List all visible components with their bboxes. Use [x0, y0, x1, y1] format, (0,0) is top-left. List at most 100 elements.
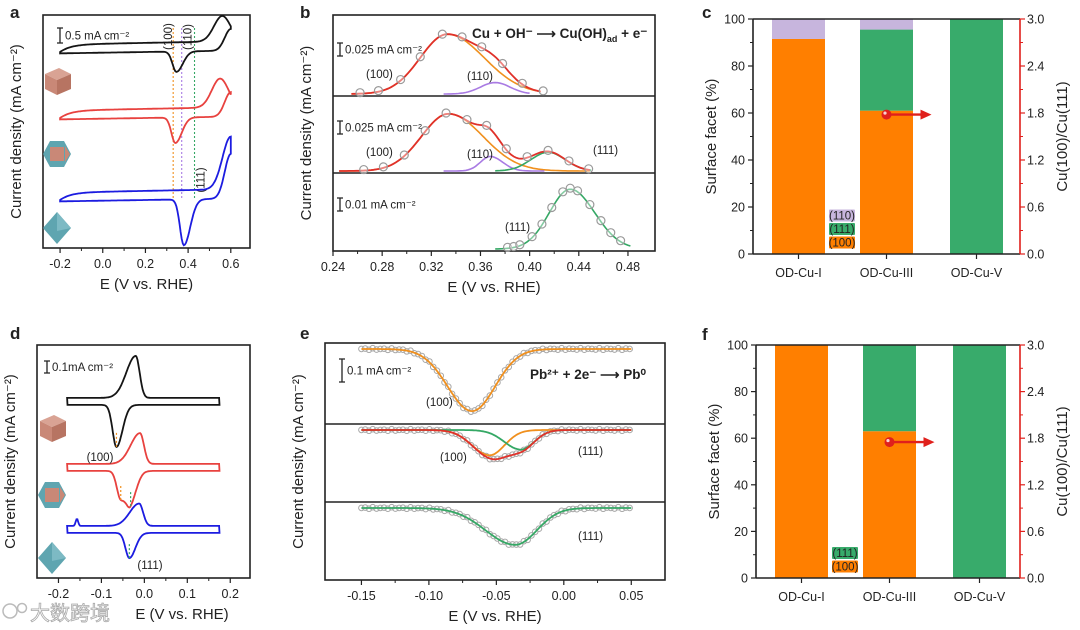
facet-label-100: (100) [87, 452, 114, 464]
x-tick-label: 0.1 [179, 587, 196, 601]
facet-marker-label: (100) [163, 23, 175, 50]
x-tick-label: 0.0 [94, 257, 111, 271]
y-tick-label: 100 [724, 13, 745, 27]
cube-icon-left [45, 74, 57, 95]
y-tick-label: 0 [738, 248, 745, 262]
bar-111-OD-Cu-III [863, 345, 916, 432]
ratio-point [884, 437, 895, 448]
data-point [420, 126, 430, 136]
cuboctahedron-icon-face [65, 146, 70, 162]
y-tick-label: 60 [731, 107, 745, 121]
data-point [437, 29, 447, 39]
bar-100-OD-Cu-I [775, 345, 828, 578]
legend-swatch [829, 223, 855, 235]
data-point [498, 58, 508, 69]
cube-icon-top [40, 415, 66, 427]
watermark-text: 大数跨境 [30, 602, 110, 625]
ratio-arrow-head [920, 109, 932, 120]
y2-tick-label: 3.0 [1027, 13, 1044, 27]
facet-label: (100) [426, 397, 453, 409]
cube-icon-right [57, 74, 71, 95]
x-axis-title: E (V vs. RHE) [447, 279, 540, 296]
bar-100-OD-Cu-III [863, 431, 916, 578]
legend-label: (100) [832, 562, 859, 574]
data-point [501, 144, 511, 154]
ratio-point-highlight [883, 111, 887, 115]
legend-label: (111) [829, 224, 854, 236]
y-axis-title: Current density (mA cm⁻²) [290, 374, 307, 549]
panel-label-e: e [300, 324, 309, 343]
data-point [547, 202, 557, 213]
cv-curve-cube [59, 14, 232, 73]
y2-axis-title: Cu(100)/Cu(111) [1054, 81, 1071, 191]
panel-label-c: c [702, 3, 711, 22]
y-axis-title: Current density (mA cm⁻²) [2, 374, 19, 549]
data-point [399, 150, 409, 160]
category-label: OD-Cu-V [954, 590, 1006, 604]
scale-bar-bar [44, 360, 50, 374]
bar-111-OD-Cu-V [950, 19, 1003, 254]
data-point [558, 187, 568, 197]
cv-curve-cube [66, 354, 221, 449]
panel-c: OD-Cu-I OD-Cu-III OD-Cu-V 0 20 40 60 80 100 0.0 0.… [703, 13, 1071, 281]
panel-b-frame [332, 14, 656, 252]
data-point [395, 74, 406, 85]
x-tick-label: 0.40 [517, 260, 541, 274]
legend-swatch [832, 560, 858, 573]
octahedron-icon-face [52, 542, 66, 561]
cv-curve-cuboctahedron [59, 77, 232, 144]
cuboctahedron-icon-face [60, 487, 65, 503]
data-point [517, 78, 527, 88]
scale-bar-bar [57, 27, 63, 44]
scale-bar-label: 0.025 mA cm⁻² [345, 45, 422, 57]
fit-total [351, 33, 541, 95]
panel-e: -0.15 -0.10 -0.05 0.00 0.05 E (V vs. RHE) Curr… [290, 342, 666, 625]
data-point [477, 42, 487, 52]
bar-110-OD-Cu-I [772, 19, 825, 39]
y2-tick-label: 0.6 [1027, 201, 1044, 215]
y-tick-label: 20 [734, 525, 748, 539]
y-tick-label: 80 [734, 385, 748, 399]
fit-component-(111) [495, 188, 631, 250]
watermark-logo-icon [16, 602, 28, 614]
data-point [572, 186, 583, 196]
scale-bar-label: 0.1 mA cm⁻² [347, 366, 411, 378]
panel-e-frame [324, 342, 666, 581]
x-tick-label: 0.28 [370, 260, 394, 274]
category-label: OD-Cu-I [778, 590, 825, 604]
y2-tick-label: 1.8 [1027, 107, 1044, 121]
bar-110-OD-Cu-III [860, 19, 913, 30]
octahedron-icon-face [57, 212, 71, 231]
bar-100-OD-Cu-I [772, 38, 825, 254]
x-tick-label: 0.32 [419, 260, 443, 274]
facet-label: (100) [440, 452, 467, 464]
y-tick-label: 100 [727, 339, 748, 353]
data-point [538, 86, 548, 96]
x-tick-label: 0.2 [222, 587, 239, 601]
bar-111-OD-Cu-III [860, 29, 913, 111]
cuboctahedron-icon-face [50, 147, 64, 161]
category-label: OD-Cu-I [775, 266, 822, 280]
reaction-equation: Pb²⁺ + 2e⁻ ⟶ Pb⁰ [530, 367, 647, 382]
cube-icon-right [52, 421, 66, 442]
equation-subscript: ad [607, 34, 618, 44]
legend-label: (100) [829, 238, 856, 250]
data-point [378, 162, 388, 172]
panel-a: -0.2 0.0 0.2 0.4 0.6 E (V vs. RHE) Current den… [8, 14, 251, 293]
x-tick-label: -0.05 [482, 589, 511, 603]
y2-tick-label: 1.2 [1027, 154, 1044, 168]
watermark-logo-icon [2, 603, 18, 619]
fit-component-(110) [443, 81, 530, 95]
cv-curve-octahedron [59, 135, 232, 247]
category-label: OD-Cu-III [863, 590, 916, 604]
data-point [415, 52, 425, 62]
data-point [462, 114, 472, 125]
category-label: OD-Cu-V [951, 266, 1003, 280]
panel-label-f: f [702, 325, 708, 344]
x-tick-label: -0.15 [347, 589, 376, 603]
y2-axis-title: Cu(100)/Cu(111) [1054, 406, 1071, 516]
facet-label: (100) [366, 147, 393, 159]
facet-marker-label: (110) [183, 24, 195, 50]
facet-label: (110) [467, 149, 493, 161]
fit-total [339, 112, 591, 172]
